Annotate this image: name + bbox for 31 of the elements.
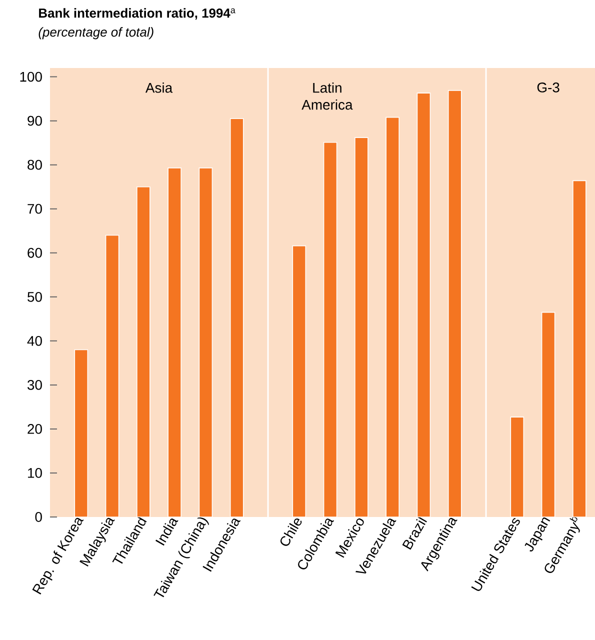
annotation: Asia bbox=[145, 82, 173, 93]
y-tick-label: 30 bbox=[27, 380, 42, 390]
y-tick-label: 60 bbox=[28, 248, 42, 258]
bar bbox=[74, 349, 88, 518]
y-tick-label: 100 bbox=[20, 72, 42, 82]
annotation: Latin America bbox=[302, 82, 353, 110]
bar bbox=[416, 92, 431, 518]
y-tick-label: 50 bbox=[28, 292, 42, 302]
y-tick-label: 0 bbox=[35, 512, 42, 522]
y-tick-label: 90 bbox=[28, 116, 42, 126]
bar bbox=[572, 180, 586, 518]
y-tick-label: 80 bbox=[28, 160, 42, 170]
chart-subtitle: (percentage of total) bbox=[38, 27, 154, 40]
bar bbox=[105, 234, 120, 518]
bar bbox=[323, 142, 338, 518]
y-tick-label: 20 bbox=[28, 424, 42, 434]
y-tick-label: 40 bbox=[27, 336, 42, 346]
bar bbox=[354, 137, 368, 518]
annotation: G-3 bbox=[537, 82, 560, 92]
bar bbox=[292, 245, 306, 518]
bar bbox=[448, 90, 462, 518]
bar bbox=[230, 118, 244, 518]
bar bbox=[198, 168, 213, 518]
bar bbox=[168, 168, 182, 518]
bar bbox=[541, 312, 556, 518]
y-tick-label: 70 bbox=[28, 204, 42, 214]
bar bbox=[510, 416, 524, 518]
bar bbox=[386, 116, 400, 518]
bar bbox=[136, 186, 150, 518]
y-tick-label: 10 bbox=[28, 468, 42, 478]
chart-title: Bank intermediation ratio, 1994$^{a}$ bbox=[39, 8, 236, 20]
